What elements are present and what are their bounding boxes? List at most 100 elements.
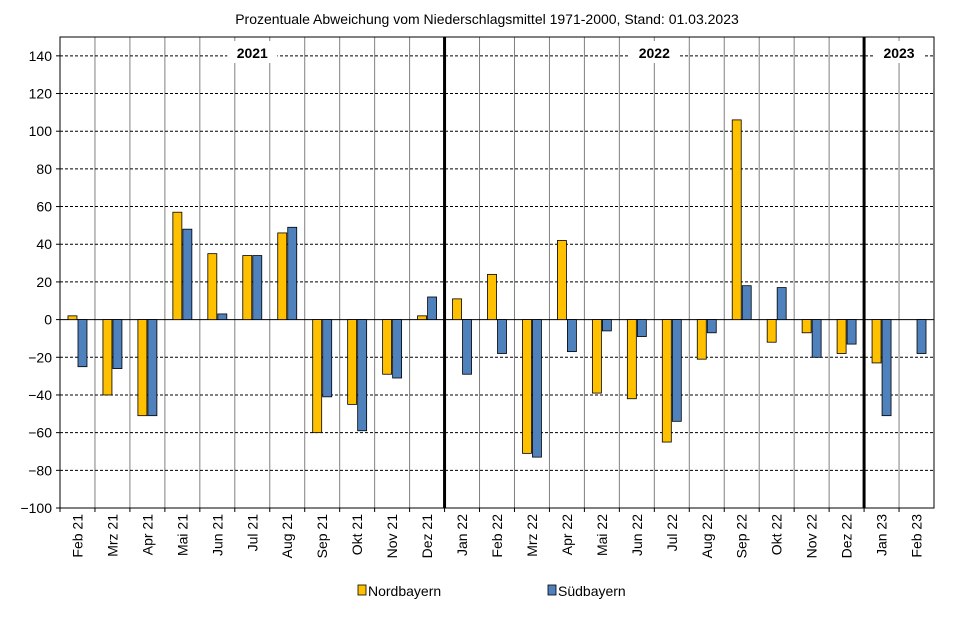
bar-suedbayern-mrz-22: [532, 319, 542, 458]
bar-suedbayern-jun-22: [636, 319, 647, 337]
bar-nordbayern-sep-22: [731, 119, 742, 320]
y-axis-ticks: −100 −80 −60 −40 −20 0 20 40 60 80 100 120 140: [20, 48, 60, 516]
x-axis-ticks: Feb 21 Mrz 21 Apr 21 Mai 21 Jun 21 Jul 21 Aug …: [59, 508, 925, 559]
x-tick-label: Feb 21: [69, 514, 85, 558]
bar-suedbayern-dez-22: [846, 319, 857, 345]
legend-label-suedbayern: Südbayern: [558, 583, 626, 599]
x-tick-label: Dez 22: [839, 514, 855, 559]
bar-nordbayern-feb-22: [487, 273, 497, 321]
bar-suedbayern-jan-23: [881, 319, 892, 417]
bar-nordbayern-feb-21: [67, 315, 78, 321]
bar-suedbayern-aug-22: [706, 319, 717, 334]
legend-label-nordbayern: Nordbayern: [368, 583, 441, 599]
y-tick-label: 20: [36, 274, 52, 290]
year-label-background: [629, 41, 680, 63]
bars: [67, 119, 927, 458]
bar-suedbayern-nov-22: [811, 319, 822, 358]
bar-nordbayern-apr-21: [137, 319, 148, 417]
x-tick-label: Dez 21: [419, 514, 435, 559]
x-tick-label: Sep 21: [314, 514, 330, 559]
x-tick-label: Mrz 21: [104, 514, 120, 557]
bar-suedbayern-jun-21: [217, 313, 228, 320]
bar-suedbayern-okt-21: [357, 319, 368, 432]
bar-nordbayern-okt-22: [766, 319, 777, 343]
y-tick-label: 80: [36, 161, 52, 177]
bar-suedbayern-apr-21: [147, 319, 158, 417]
bar-nordbayern-jun-21: [207, 253, 218, 321]
y-tick-label: −80: [28, 462, 52, 478]
y-tick-label: 120: [29, 86, 53, 102]
y-tick-label: −40: [28, 387, 52, 403]
bar-suedbayern-feb-21: [77, 319, 88, 368]
bar-nordbayern-mai-21: [172, 211, 183, 321]
x-tick-label: Jul 22: [664, 514, 680, 552]
y-tick-label: −20: [28, 349, 52, 365]
bar-nordbayern-mrz-21: [102, 319, 113, 396]
year-label-background: [227, 41, 278, 63]
bar-suedbayern-mai-22: [601, 319, 612, 332]
y-tick-label: 100: [29, 123, 53, 139]
bar-nordbayern-dez-22: [836, 319, 847, 354]
year-separators: 2021 2022 2023: [227, 37, 925, 508]
bar-nordbayern-nov-22: [801, 319, 812, 334]
bar-nordbayern-jan-23: [871, 319, 882, 364]
bar-suedbayern-jan-22: [462, 319, 472, 375]
x-tick-label: Jun 21: [209, 514, 225, 556]
bar-suedbayern-nov-21: [392, 319, 403, 379]
bar-nordbayern-jul-21: [242, 255, 253, 321]
plot-area: [60, 37, 934, 508]
y-tick-label: −60: [28, 425, 52, 441]
bar-suedbayern-feb-23: [916, 319, 927, 354]
year-label-2022: 2022: [639, 45, 670, 61]
bar-nordbayern-mai-22: [591, 319, 602, 394]
y-tick-label: −100: [20, 500, 52, 516]
x-tick-label: Sep 22: [734, 514, 750, 559]
y-tick-label: 60: [36, 199, 52, 215]
bar-suedbayern-mai-21: [182, 228, 193, 320]
bar-nordbayern-aug-21: [277, 232, 288, 321]
bar-suedbayern-sep-21: [322, 319, 333, 398]
bar-suedbayern-jul-21: [252, 255, 263, 321]
plot-frame: [59, 36, 935, 509]
bar-nordbayern-aug-22: [696, 319, 707, 360]
bar-nordbayern-sep-21: [312, 319, 323, 434]
bar-suedbayern-sep-22: [741, 285, 752, 320]
bar-nordbayern-nov-21: [382, 319, 393, 375]
bar-suedbayern-feb-22: [497, 319, 507, 354]
bar-suedbayern-okt-22: [776, 287, 787, 320]
x-tick-label: Mai 22: [594, 514, 610, 556]
x-tick-label: Okt 22: [769, 514, 785, 555]
x-tick-label: Apr 21: [139, 514, 155, 555]
bar-nordbayern-jan-22: [452, 298, 462, 321]
bar-suedbayern-jul-22: [671, 319, 682, 422]
x-tick-label: Nov 21: [384, 514, 400, 559]
chart-title: Prozentuale Abweichung vom Niederschlags…: [235, 11, 739, 27]
bar-nordbayern-okt-21: [347, 319, 358, 405]
bar-nordbayern-jul-22: [661, 319, 672, 443]
y-tick-label: 0: [44, 312, 52, 328]
x-tick-label: Feb 22: [489, 514, 505, 558]
legend-swatch-suedbayern: [547, 584, 557, 596]
bar-suedbayern-mrz-21: [112, 319, 123, 369]
y-tick-label: 140: [29, 48, 53, 64]
x-tick-label: Okt 21: [349, 514, 365, 555]
x-tick-label: Aug 21: [279, 514, 295, 559]
x-tick-label: Jul 21: [244, 514, 260, 552]
bar-suedbayern-apr-22: [567, 319, 577, 353]
year-label-2023: 2023: [883, 45, 914, 61]
x-tick-label: Apr 22: [559, 514, 575, 555]
year-label-2021: 2021: [237, 45, 268, 61]
bar-nordbayern-jun-22: [626, 319, 637, 400]
x-tick-label: Feb 23: [909, 514, 925, 558]
x-tick-label: Mrz 22: [524, 514, 540, 557]
x-tick-label: Jan 22: [454, 514, 470, 556]
x-tick-label: Jun 22: [629, 514, 645, 556]
legend-swatch-nordbayern: [357, 584, 367, 596]
legend: Nordbayern Südbayern: [357, 583, 626, 599]
y-tick-label: 40: [36, 236, 52, 252]
bar-nordbayern-apr-22: [557, 240, 567, 320]
bar-nordbayern-mrz-22: [522, 319, 532, 454]
x-tick-label: Nov 22: [804, 514, 820, 559]
bar-nordbayern-dez-21: [417, 315, 427, 321]
